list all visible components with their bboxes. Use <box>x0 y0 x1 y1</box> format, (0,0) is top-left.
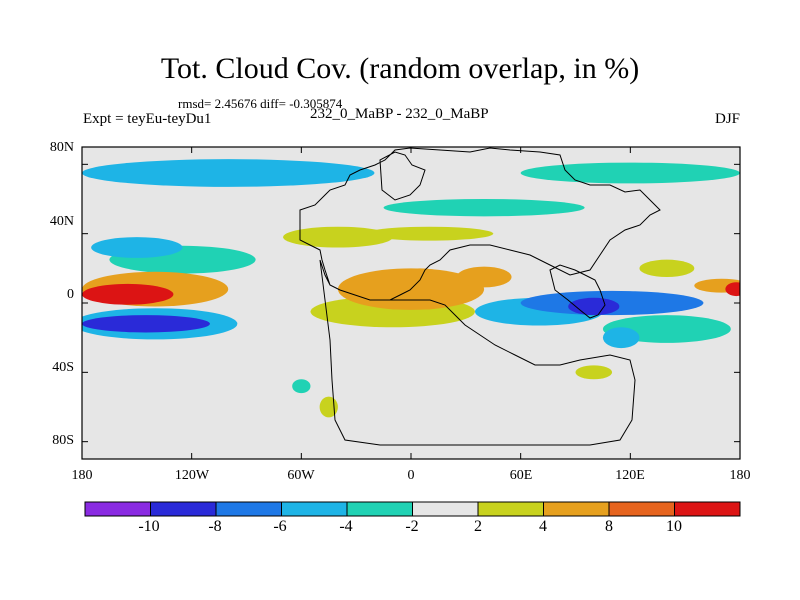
anomaly-region <box>694 278 740 293</box>
anomaly-region <box>456 266 512 288</box>
colorbar-segment <box>608 501 675 517</box>
colorbar-segment <box>543 501 610 517</box>
y-tick-label: 80S <box>52 433 74 448</box>
colorbar-label: -4 <box>339 518 353 535</box>
anomaly-region <box>365 226 494 241</box>
season-label: DJF <box>714 111 740 127</box>
x-tick-label: 60W <box>287 468 315 483</box>
colorbar-segment <box>674 501 741 517</box>
continent-outline <box>299 147 661 446</box>
anomaly-region <box>82 159 375 187</box>
anomaly-region <box>82 315 210 333</box>
x-tick-label: 60E <box>509 468 533 483</box>
y-tick-label: 0 <box>67 287 74 302</box>
colorbar-segment <box>346 501 413 517</box>
y-tick-label: 80N <box>49 140 74 155</box>
anomaly-region <box>602 327 640 349</box>
stats-text: rmsd= 2.45676 diff= -0.305874 <box>178 96 343 111</box>
colorbar-label: -8 <box>208 518 222 535</box>
anomaly-region <box>725 282 740 297</box>
x-tick-label: 180 <box>71 468 93 483</box>
y-tick-label: 40S <box>52 360 74 375</box>
colorbar-segment <box>281 501 348 517</box>
anomaly-region <box>91 237 183 258</box>
anomaly-region <box>575 365 613 380</box>
colorbar-label: 2 <box>474 518 482 535</box>
anomaly-region <box>292 379 311 394</box>
colorbar-label: -2 <box>405 518 419 535</box>
axis-ticks <box>81 147 741 459</box>
colorbar-segment <box>215 501 282 517</box>
anomaly-region <box>283 226 393 248</box>
anomaly-layer <box>82 159 740 418</box>
x-tick-label: 120W <box>174 468 210 483</box>
chart-title: Tot. Cloud Cov. (random overlap, in %) <box>160 52 640 85</box>
colorbar-segment <box>412 501 479 517</box>
colorbar-segment <box>477 501 544 517</box>
anomaly-region <box>383 199 585 217</box>
colorbar-segment <box>84 501 151 517</box>
anomaly-region <box>520 162 740 184</box>
y-tick-label: 40N <box>49 214 74 229</box>
colorbar-label: -6 <box>273 518 287 535</box>
experiment-label: Expt = teyEu-teyDu1 <box>83 111 212 127</box>
x-tick-label: 180 <box>729 468 751 483</box>
x-tick-label: 0 <box>407 468 415 483</box>
anomaly-region <box>387 268 454 297</box>
colorbar-segment <box>150 501 217 517</box>
colorbar-label: 10 <box>666 518 682 535</box>
x-tick-label: 120E <box>615 468 645 483</box>
colorbar-label: 8 <box>605 518 613 535</box>
colorbar-label: -10 <box>138 518 160 535</box>
colorbar-label: 4 <box>539 518 547 535</box>
anomaly-region <box>319 396 338 418</box>
anomaly-region <box>639 259 695 278</box>
colorbar <box>84 501 741 517</box>
comparison-label: 232_0_MaBP - 232_0_MaBP <box>310 106 489 122</box>
anomaly-region <box>82 283 174 305</box>
